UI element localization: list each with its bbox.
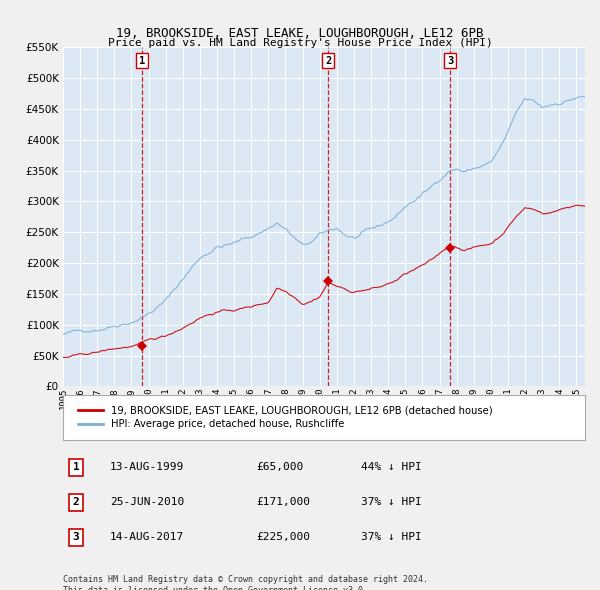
Text: 44% ↓ HPI: 44% ↓ HPI: [361, 462, 421, 472]
Text: Price paid vs. HM Land Registry's House Price Index (HPI): Price paid vs. HM Land Registry's House …: [107, 38, 493, 48]
Text: Contains HM Land Registry data © Crown copyright and database right 2024.
This d: Contains HM Land Registry data © Crown c…: [63, 575, 428, 590]
Text: 3: 3: [73, 532, 79, 542]
Text: 14-AUG-2017: 14-AUG-2017: [110, 532, 184, 542]
Legend: 19, BROOKSIDE, EAST LEAKE, LOUGHBOROUGH, LE12 6PB (detached house), HPI: Average: 19, BROOKSIDE, EAST LEAKE, LOUGHBOROUGH,…: [73, 401, 498, 434]
Text: £225,000: £225,000: [256, 532, 310, 542]
Text: 1: 1: [73, 462, 79, 472]
Text: 19, BROOKSIDE, EAST LEAKE, LOUGHBOROUGH, LE12 6PB: 19, BROOKSIDE, EAST LEAKE, LOUGHBOROUGH,…: [116, 27, 484, 40]
Text: £65,000: £65,000: [256, 462, 304, 472]
Text: £171,000: £171,000: [256, 497, 310, 507]
Text: 1: 1: [139, 55, 145, 65]
Text: 25-JUN-2010: 25-JUN-2010: [110, 497, 184, 507]
Text: 37% ↓ HPI: 37% ↓ HPI: [361, 532, 421, 542]
Text: 3: 3: [447, 55, 453, 65]
Text: 13-AUG-1999: 13-AUG-1999: [110, 462, 184, 472]
Text: 37% ↓ HPI: 37% ↓ HPI: [361, 497, 421, 507]
Text: 2: 2: [73, 497, 79, 507]
Text: 2: 2: [325, 55, 331, 65]
